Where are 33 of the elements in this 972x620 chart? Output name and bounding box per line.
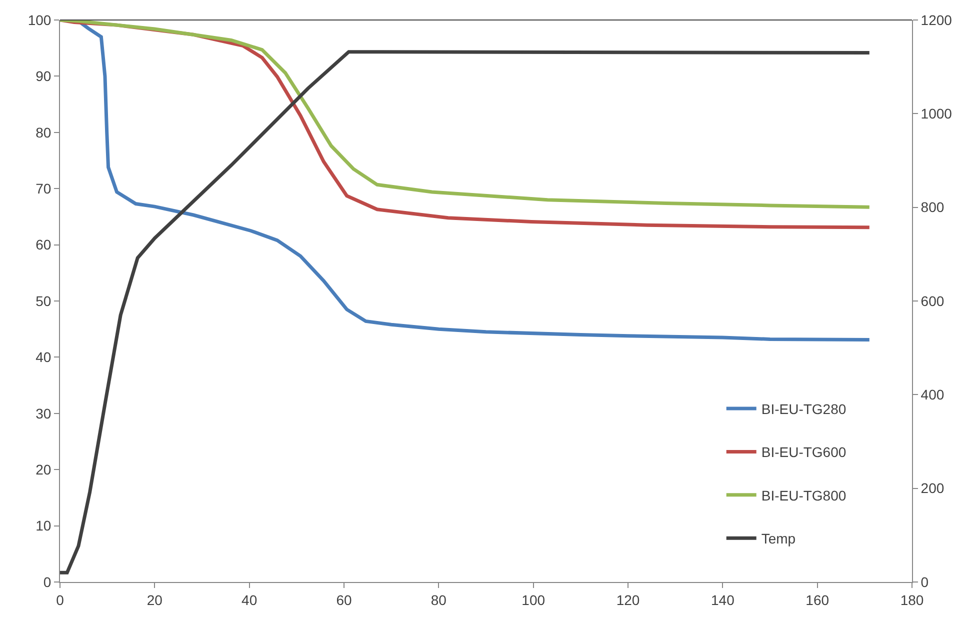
legend-label: BI-EU-TG800 <box>761 487 846 504</box>
y-tick-label: 0 <box>43 574 52 590</box>
x-tick-label: 20 <box>146 592 163 608</box>
x-tick-label: 180 <box>900 592 924 608</box>
x-tick-label: 60 <box>336 592 352 608</box>
y-tick-label: 80 <box>36 124 52 140</box>
y-tick-label: 40 <box>36 349 52 366</box>
x-tick-label: 140 <box>710 592 735 608</box>
y-tick-label: 10 <box>36 518 52 534</box>
y2-tick-label: 1000 <box>920 106 952 122</box>
y2-tick-label: 1200 <box>920 12 952 28</box>
x-tick-label: 160 <box>806 592 830 608</box>
y-tick-label: 100 <box>28 12 52 28</box>
y2-tick-label: 800 <box>920 199 944 216</box>
x-tick-label: 100 <box>522 592 546 608</box>
y-tick-label: 30 <box>36 405 52 422</box>
x-tick-label: 80 <box>430 592 447 608</box>
y-tick-label: 60 <box>36 236 52 253</box>
x-tick-label: 120 <box>616 592 640 608</box>
x-tick-label: 40 <box>242 592 258 608</box>
y2-tick-label: 600 <box>920 292 944 309</box>
line-series <box>60 50 872 574</box>
legend-label: Temp <box>761 530 796 547</box>
y-tick-label: 50 <box>36 292 52 309</box>
y-tick-label: 20 <box>36 462 52 478</box>
legend-label: BI-EU-TG280 <box>761 400 846 417</box>
legend-label: BI-EU-TG600 <box>761 444 846 460</box>
y2-tick-label: 0 <box>920 574 929 590</box>
y-tick-label: 90 <box>36 68 52 84</box>
y-tick-label: 70 <box>36 180 52 196</box>
y2-tick-label: 400 <box>920 386 944 403</box>
y2-tick-label: 200 <box>920 480 944 496</box>
x-tick-label: 0 <box>56 592 64 608</box>
